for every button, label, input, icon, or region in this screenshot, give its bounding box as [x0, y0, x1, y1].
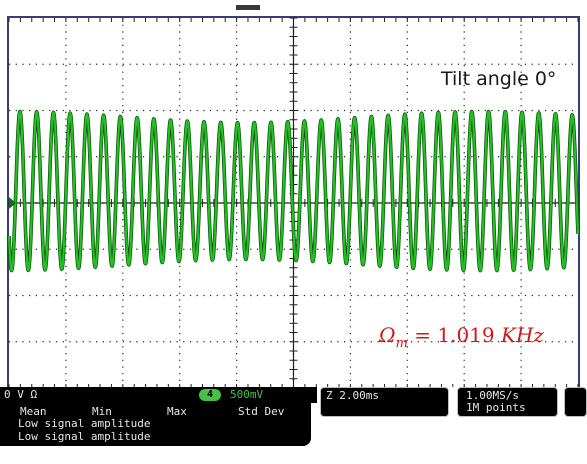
- channel-number-badge[interactable]: 4: [199, 389, 221, 401]
- measurement-panel: [0, 403, 311, 446]
- waveform-trace: [7, 110, 580, 272]
- channel-offset-text: 0 V Ω: [4, 388, 38, 401]
- omega-value: = 1.019: [407, 323, 502, 347]
- trigger-position-marker[interactable]: [236, 5, 260, 10]
- top-strip: [0, 0, 587, 15]
- acquisition-box[interactable]: [457, 387, 558, 417]
- measure-header-min: Min: [92, 405, 112, 418]
- timebase-value: Z 2.00ms: [326, 389, 379, 402]
- extra-readout-box[interactable]: [564, 387, 587, 417]
- measurement-line: Low signal amplitude: [18, 430, 151, 443]
- measure-header-std-dev: Std Dev: [238, 405, 285, 418]
- channel-bar: [0, 387, 317, 403]
- record-length: 1M points: [466, 401, 526, 414]
- measurement-line: Low signal amplitude: [18, 417, 151, 430]
- modulation-frequency-label: Ωm = 1.019 KHz: [379, 323, 544, 351]
- measure-header-mean: Mean: [20, 405, 47, 418]
- tilt-angle-label: Tilt angle 0°: [441, 68, 557, 90]
- omega-symbol: Ω: [379, 323, 396, 347]
- sample-rate: 1.00MS/s: [466, 389, 519, 402]
- omega-subscript: m: [395, 336, 408, 351]
- volts-per-div[interactable]: 500mV: [230, 388, 264, 401]
- measure-header-max: Max: [167, 405, 187, 418]
- channel-ground-marker: [9, 197, 16, 209]
- omega-unit: KHz: [501, 323, 544, 347]
- timebase-box[interactable]: [320, 387, 449, 417]
